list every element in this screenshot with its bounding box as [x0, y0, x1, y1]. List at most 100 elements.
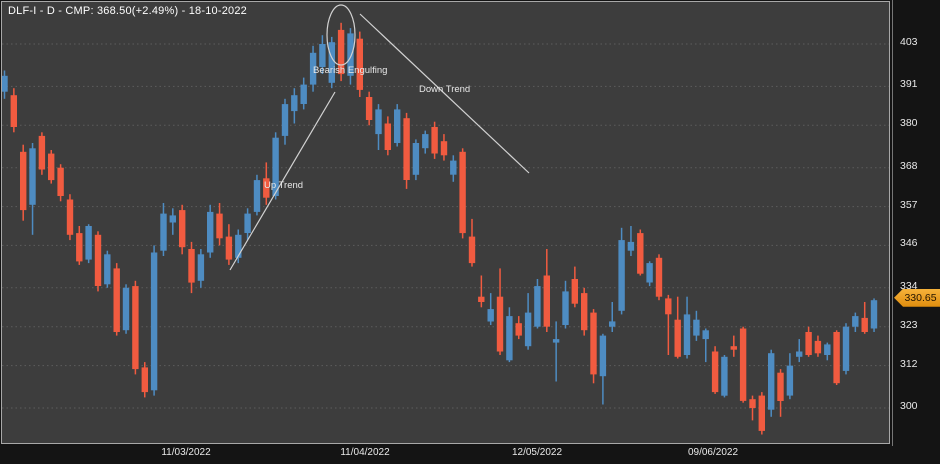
price-tick-label: 391	[900, 78, 918, 91]
bearish-candle	[814, 340, 822, 354]
candlestick-plot-area[interactable]: DLF-I - D - CMP: 368.50(+2.49%) - 18-10-…	[1, 1, 890, 444]
price-tick-label: 403	[900, 36, 918, 48]
bearish-candle	[739, 328, 747, 401]
bullish-candle	[627, 241, 635, 251]
bullish-candle	[552, 339, 560, 343]
bullish-candle	[300, 84, 307, 104]
bearish-candle	[711, 351, 719, 393]
date-tick-label: 11/04/2022	[340, 447, 390, 458]
bearish-candle	[66, 199, 74, 235]
bearish-candle	[225, 236, 233, 260]
last-price-tag: 330.65	[894, 288, 940, 307]
bullish-candle	[524, 312, 532, 347]
bullish-candle	[394, 109, 401, 143]
bearish-candle	[403, 118, 410, 180]
bearish-candle	[459, 151, 466, 234]
price-axis[interactable]: 330.65 403 391 380 368 357 346 334 323 312 300	[892, 0, 940, 446]
bullish-candle	[253, 180, 261, 212]
date-tick-label: 11/03/2022	[161, 447, 211, 458]
bullish-candle	[150, 252, 158, 391]
price-tick-label: 312	[900, 357, 918, 370]
bearish-candle	[674, 319, 681, 357]
bearish-candle	[590, 312, 597, 375]
bearish-candle	[188, 249, 195, 283]
time-axis[interactable]: 11/03/2022 11/04/2022 12/05/2022 09/06/2022	[0, 446, 940, 464]
bullish-candle	[235, 234, 242, 258]
price-tick-label: 334	[900, 279, 918, 292]
bullish-candle	[618, 240, 625, 311]
bearish-candle	[777, 372, 784, 401]
price-tick-label: 323	[900, 318, 918, 331]
bullish-candle	[85, 226, 92, 260]
bullish-candle	[534, 286, 541, 327]
bearish-candle	[179, 210, 186, 248]
bullish-candle	[721, 356, 728, 396]
bearish-candle	[655, 257, 663, 297]
bearish-candle	[543, 275, 550, 327]
annotation-bearish-engulfing: Bearish Engulfing	[313, 65, 388, 76]
bullish-candle	[609, 321, 616, 327]
bearish-candle	[440, 141, 448, 156]
bullish-candle	[207, 211, 214, 253]
bearish-candle	[758, 395, 765, 431]
bearish-candle	[861, 317, 868, 332]
bullish-candle	[702, 330, 709, 340]
bullish-candle	[599, 335, 607, 377]
bearish-candle	[356, 38, 363, 90]
bullish-candle	[291, 95, 298, 112]
bullish-candle	[562, 291, 569, 325]
bearish-candle	[132, 286, 139, 370]
price-tick-label: 380	[900, 117, 918, 130]
date-tick-label: 12/05/2022	[511, 447, 563, 458]
bullish-candle	[169, 215, 176, 223]
bearish-candle	[141, 367, 148, 393]
bearish-engulfing-ellipse	[326, 4, 356, 66]
bullish-candle	[197, 254, 205, 281]
bearish-candle	[76, 233, 83, 262]
bearish-candle	[515, 323, 522, 336]
bearish-candle	[337, 29, 345, 75]
bullish-candle	[29, 148, 36, 205]
bearish-candle	[749, 399, 756, 408]
bullish-candle	[693, 319, 700, 336]
bullish-candle	[422, 134, 429, 149]
last-price-value: 330.65	[904, 291, 937, 304]
bearish-candle	[730, 346, 737, 350]
bullish-candle	[309, 52, 317, 85]
symbol-title: DLF-I - D - CMP: 368.50(+2.49%) - 18-10-…	[8, 5, 247, 17]
bullish-candle	[683, 314, 691, 355]
bullish-candle	[487, 309, 494, 322]
trendline-down	[359, 13, 530, 174]
bearish-candle	[48, 153, 55, 181]
bullish-candle	[450, 160, 457, 175]
bullish-candle	[347, 33, 354, 76]
bullish-candle	[786, 365, 794, 396]
bullish-candle	[768, 353, 775, 410]
bullish-candle	[2, 75, 8, 92]
price-tick-label: 346	[900, 237, 918, 250]
bullish-candle	[319, 44, 326, 67]
bullish-candle	[506, 316, 513, 361]
price-tick-label: 357	[900, 198, 918, 211]
bullish-candle	[796, 351, 803, 357]
bearish-candle	[805, 332, 812, 355]
bearish-candle	[38, 135, 46, 170]
bullish-candle	[824, 344, 831, 355]
bearish-candle	[263, 178, 270, 198]
trendline-up	[229, 91, 336, 271]
bearish-candle	[384, 123, 391, 150]
bearish-candle	[665, 298, 672, 315]
bearish-candle	[637, 233, 644, 274]
candlestick-chart[interactable]	[2, 2, 889, 443]
bullish-candle	[842, 326, 850, 371]
bullish-candle	[104, 254, 111, 285]
bullish-candle	[160, 213, 167, 251]
annotation-up-trend: Up Trend	[264, 180, 304, 191]
bearish-candle	[365, 97, 373, 120]
bullish-candle	[244, 213, 251, 233]
bearish-candle	[496, 296, 504, 352]
bearish-candle	[581, 293, 588, 331]
bullish-candle	[122, 287, 130, 331]
bearish-candle	[57, 167, 64, 196]
